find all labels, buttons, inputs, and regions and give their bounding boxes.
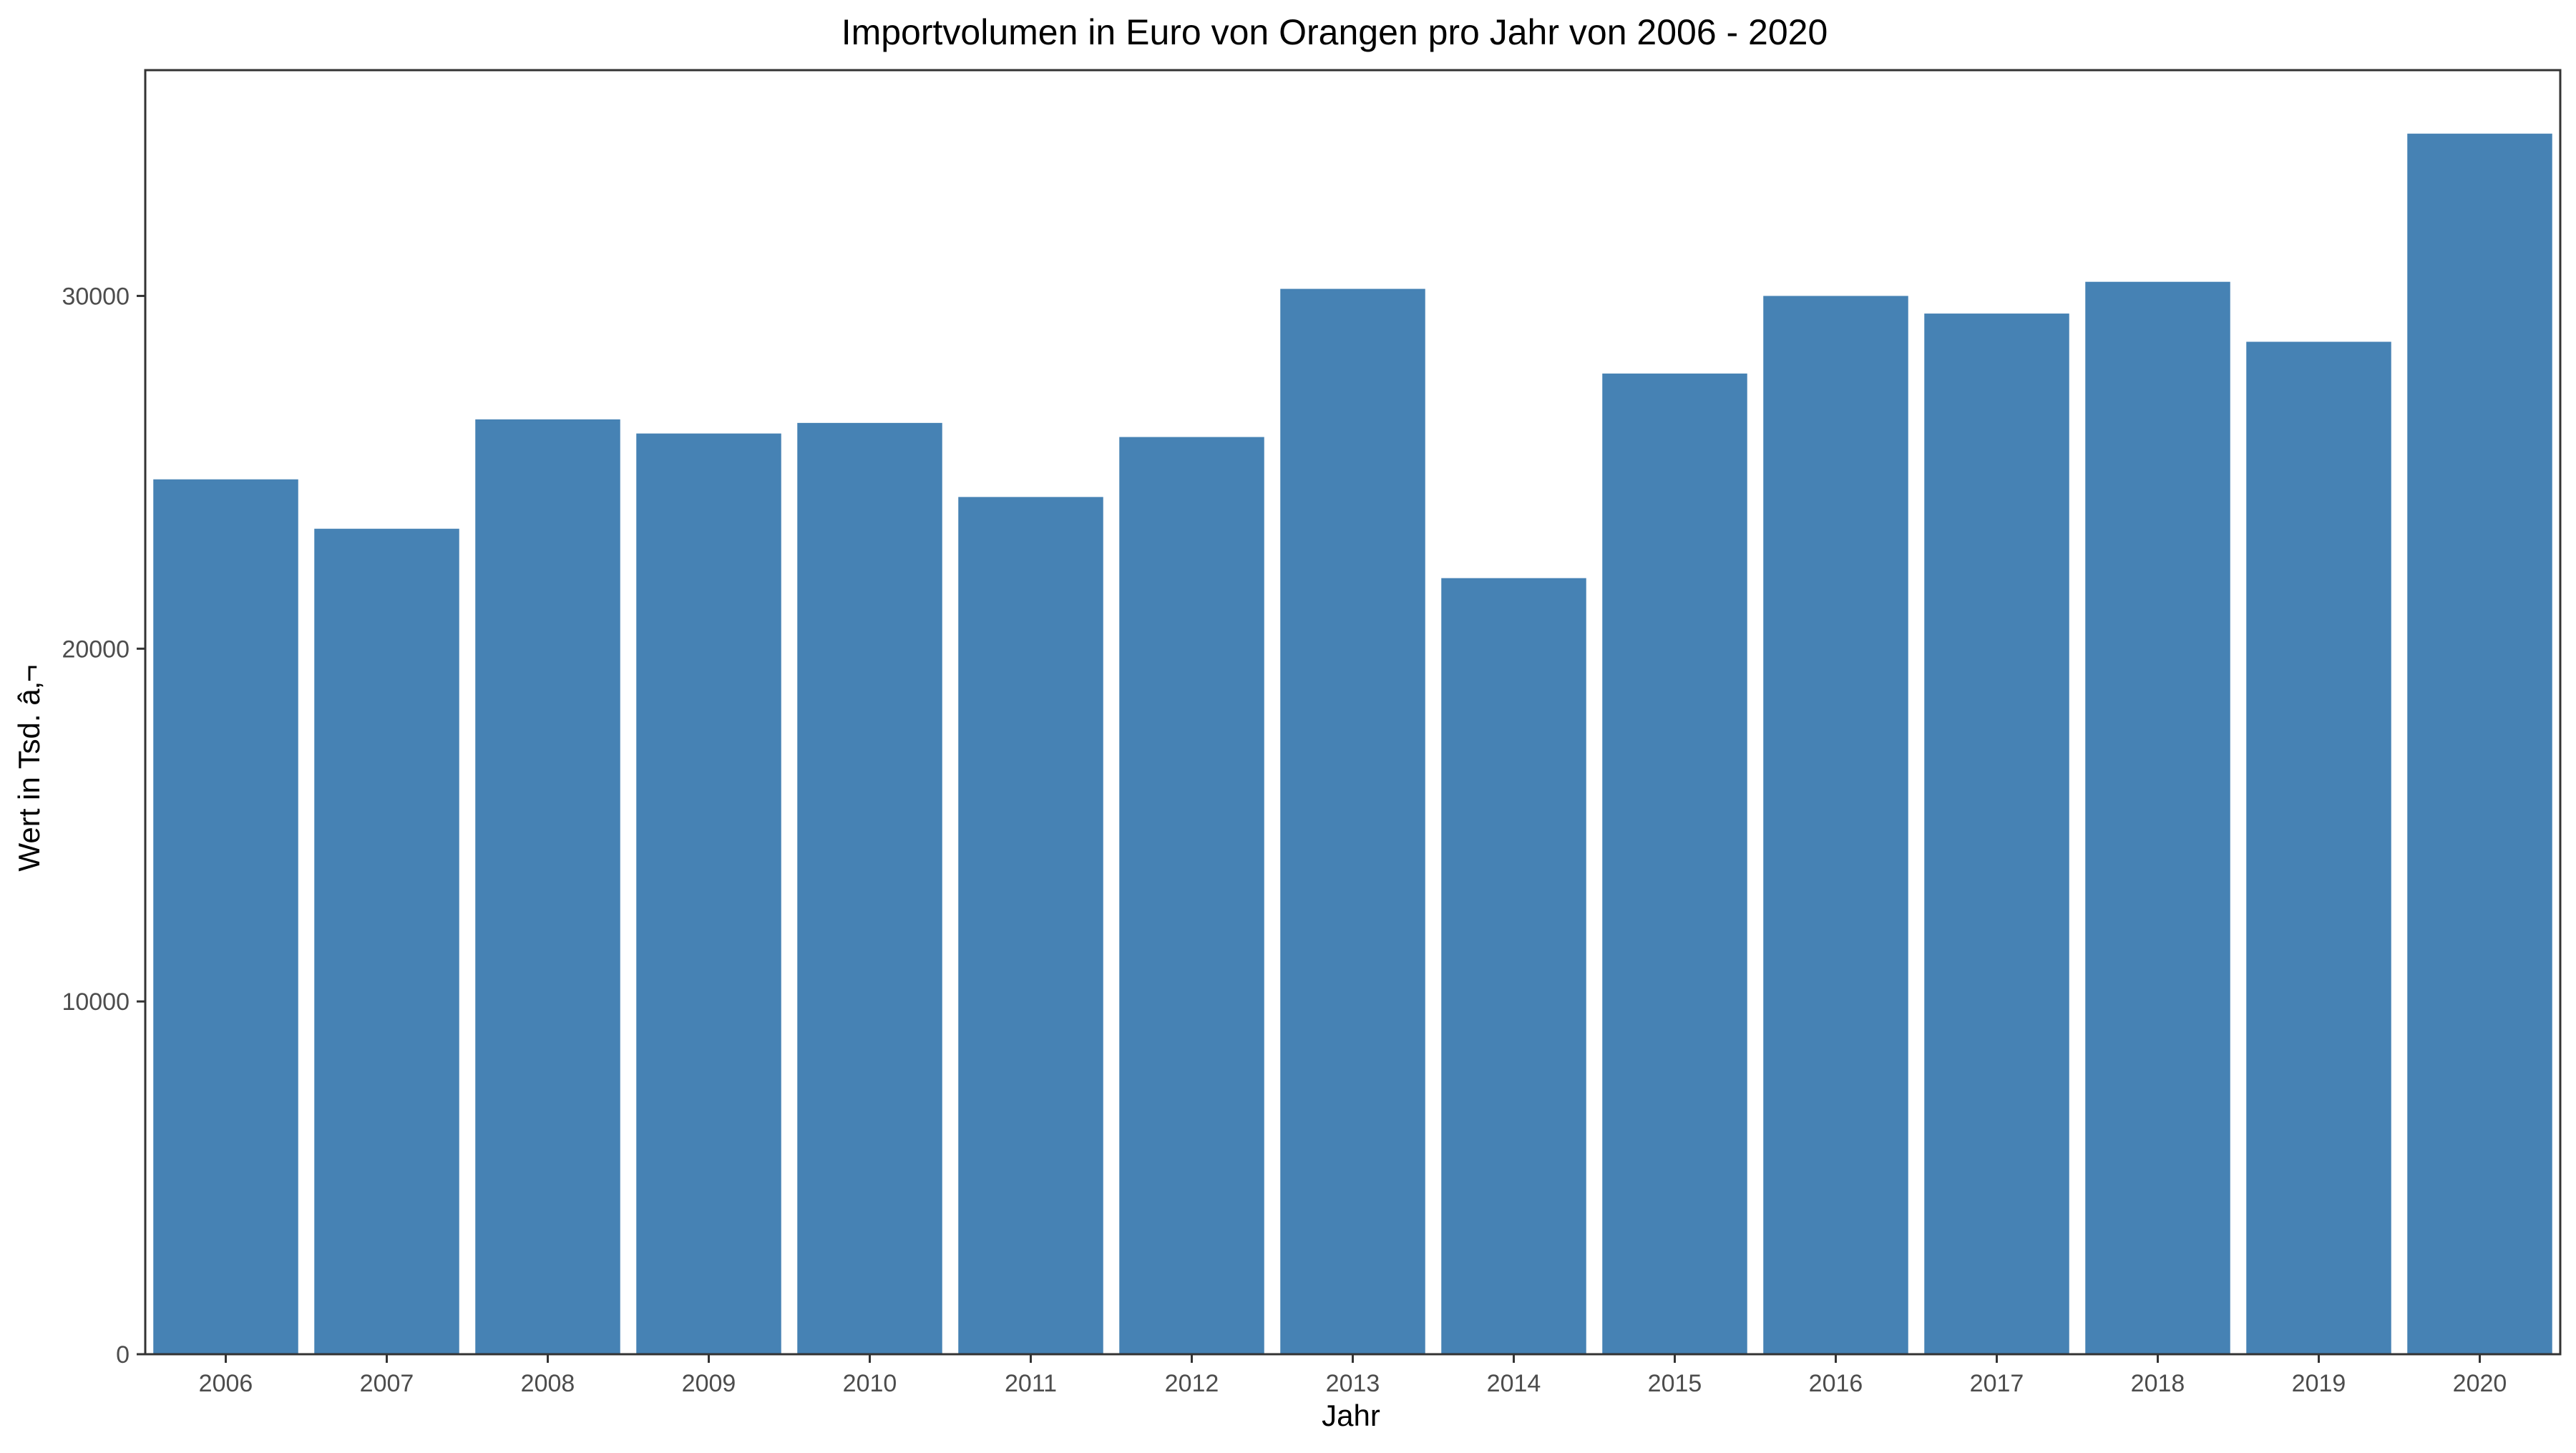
y-axis: 0 10000 20000 30000 (62, 283, 145, 1369)
bar-2012 (1119, 437, 1264, 1354)
x-axis-title: Jahr (1322, 1399, 1380, 1432)
chart-title: Importvolumen in Euro von Orangen pro Ja… (841, 12, 1828, 52)
bar-2020 (2407, 133, 2552, 1355)
bar-2006 (153, 479, 298, 1355)
x-tick-label-2018: 2018 (2131, 1370, 2185, 1397)
bar-2016 (1763, 296, 1908, 1355)
x-tick-label-2011: 2011 (1005, 1370, 1057, 1397)
bar-2011 (958, 497, 1103, 1354)
bar-2019 (2246, 341, 2391, 1354)
x-tick-label-2012: 2012 (1165, 1370, 1219, 1397)
x-axis: 2006 2007 2008 2009 2010 2011 2012 2013 2014 2015… (199, 1354, 2507, 1397)
x-tick-label-2010: 2010 (843, 1370, 897, 1397)
x-tick-label-2014: 2014 (1487, 1370, 1541, 1397)
x-tick-label-2015: 2015 (1648, 1370, 1702, 1397)
bar-2013 (1280, 288, 1425, 1354)
x-tick-label-2020: 2020 (2453, 1370, 2507, 1397)
bar-2009 (636, 433, 781, 1354)
bar-2010 (797, 422, 942, 1354)
x-tick-label-2019: 2019 (2292, 1370, 2346, 1397)
bar-2008 (475, 419, 620, 1355)
x-tick-label-2006: 2006 (199, 1370, 253, 1397)
x-tick-label-2008: 2008 (521, 1370, 575, 1397)
bars-layer (153, 133, 2552, 1355)
y-axis-title: Wert in Tsd. â‚¬ (12, 664, 46, 871)
x-tick-label-2016: 2016 (1809, 1370, 1863, 1397)
x-tick-label-2007: 2007 (360, 1370, 414, 1397)
bar-2014 (1441, 578, 1586, 1355)
bar-2007 (314, 528, 459, 1355)
x-tick-label-2017: 2017 (1970, 1370, 2024, 1397)
x-tick-label-2013: 2013 (1326, 1370, 1380, 1397)
bar-2015 (1602, 373, 1747, 1354)
y-tick-label: 0 (116, 1341, 130, 1369)
y-tick-label: 20000 (62, 636, 130, 663)
y-tick-label: 10000 (62, 988, 130, 1016)
x-tick-label-2009: 2009 (682, 1370, 736, 1397)
bar-2017 (1924, 314, 2069, 1354)
bar-2018 (2085, 281, 2230, 1355)
y-tick-label: 30000 (62, 283, 130, 310)
